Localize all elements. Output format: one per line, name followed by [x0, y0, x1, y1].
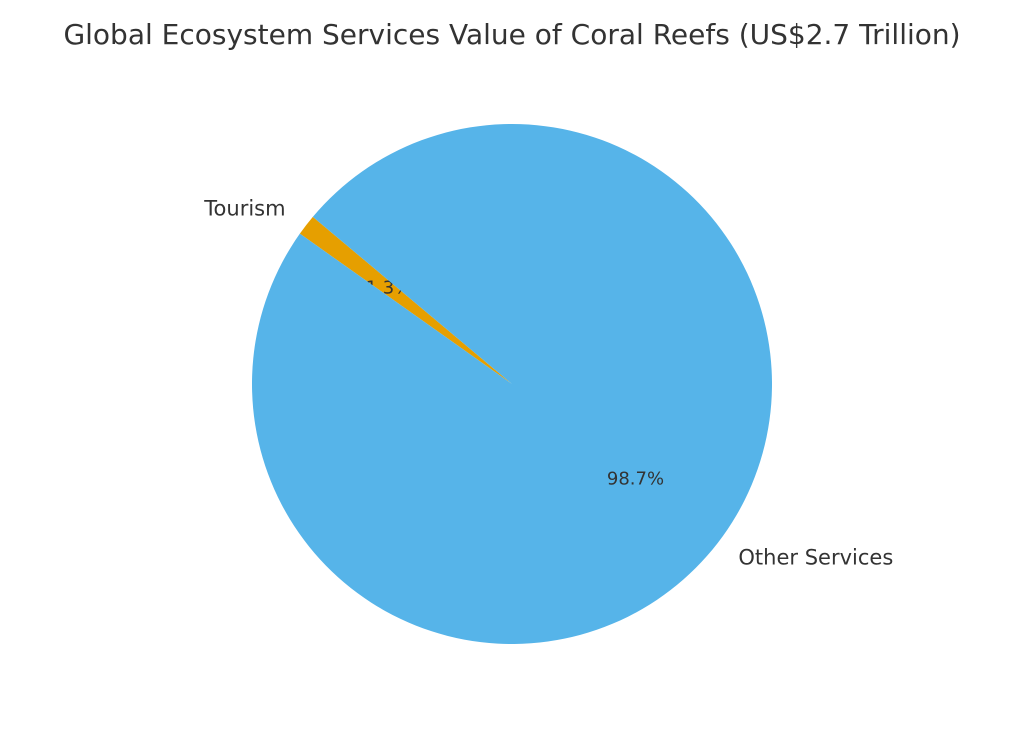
chart-title: Global Ecosystem Services Value of Coral…	[63, 18, 960, 51]
value-label: 98.7%	[607, 468, 664, 489]
slice-label: Tourism	[203, 196, 285, 220]
slice-label: Other Services	[738, 546, 893, 570]
pie-slice	[299, 216, 512, 384]
pie-slice	[252, 123, 773, 644]
